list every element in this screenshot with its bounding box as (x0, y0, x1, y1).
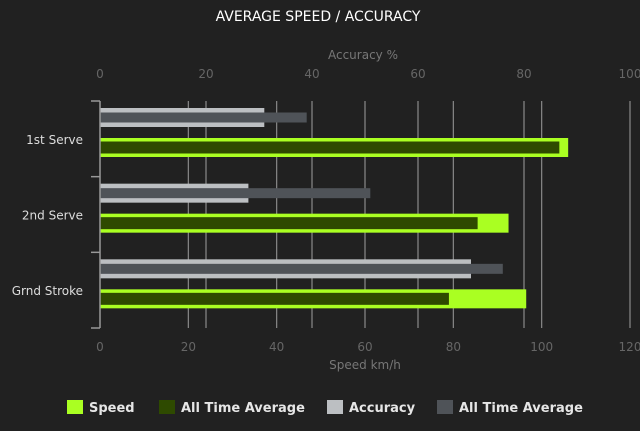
speed-tick-label: 80 (446, 340, 461, 354)
accuracy-tick-label: 80 (516, 67, 531, 81)
speed-average-bar (100, 141, 560, 154)
accuracy-tick-label: 20 (198, 67, 213, 81)
accuracy-axis-label: Accuracy % (328, 48, 398, 62)
accuracy-tick-label: 100 (619, 67, 640, 81)
speed-tick-label: 0 (96, 340, 104, 354)
category-label: 1st Serve (26, 133, 83, 147)
legend-label: All Time Average (181, 401, 305, 416)
accuracy-average-bar (100, 263, 503, 274)
legend-label: Speed (89, 401, 135, 416)
category-label: 2nd Serve (22, 209, 83, 223)
legend-swatch (159, 400, 175, 414)
category-label: Grnd Stroke (12, 284, 83, 298)
accuracy-average-bar (100, 112, 307, 123)
accuracy-tick-label: 0 (96, 67, 104, 81)
speed-axis-label: Speed km/h (329, 358, 401, 372)
speed-tick-label: 100 (530, 340, 553, 354)
legend-swatch (437, 400, 453, 414)
legend-swatch (327, 400, 343, 414)
accuracy-average-bar (100, 188, 371, 199)
speed-average-bar (100, 217, 478, 230)
chart-title: AVERAGE SPEED / ACCURACY (216, 9, 421, 25)
speed-tick-label: 60 (357, 340, 372, 354)
speed-tick-label: 20 (181, 340, 196, 354)
speed-average-bar (100, 292, 449, 305)
accuracy-tick-label: 60 (410, 67, 425, 81)
speed-tick-label: 40 (269, 340, 284, 354)
legend-label: All Time Average (459, 401, 583, 416)
legend-label: Accuracy (349, 401, 416, 416)
legend-swatch (67, 400, 83, 414)
speed-tick-label: 120 (619, 340, 640, 354)
accuracy-tick-label: 40 (304, 67, 319, 81)
